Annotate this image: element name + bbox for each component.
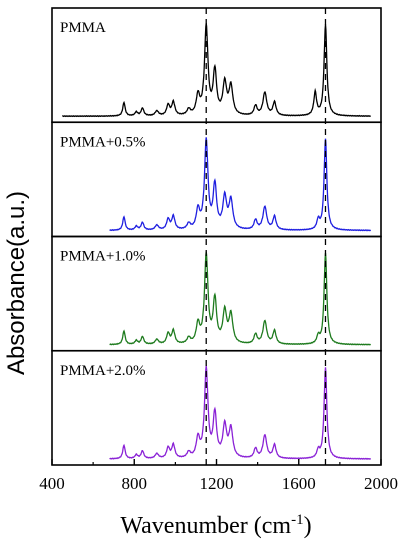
series-label-4: PMMA+2.0%: [60, 363, 146, 379]
x-axis-title-main: Wavenumber (cm: [120, 513, 291, 539]
series-line-4: [109, 365, 372, 460]
x-tick-label-1200: 1200: [200, 474, 234, 493]
x-tick-label-400: 400: [39, 474, 65, 493]
series-label-2: PMMA+0.5%: [60, 134, 146, 150]
panels: PMMA PMMA+0.5% PMMA+1.0% PMMA+2.0%: [51, 7, 382, 466]
x-tick-label-800: 800: [122, 474, 148, 493]
panel-3: PMMA+1.0%: [51, 235, 382, 352]
x-tick-label-1600: 1600: [282, 474, 316, 493]
x-axis-title: Wavenumber (cm-1): [120, 512, 311, 539]
panel-1: PMMA: [51, 7, 382, 124]
x-axis-title-sup: -1: [291, 512, 304, 528]
series-label-3: PMMA+1.0%: [60, 249, 146, 265]
panel-4: PMMA+2.0%: [51, 349, 382, 466]
series-line-2: [109, 137, 372, 232]
y-axis-title: Absorbance(a.u.): [3, 191, 30, 375]
series-label-1: PMMA: [60, 20, 106, 36]
series-line-3: [109, 251, 371, 346]
x-axis-title-end: ): [304, 513, 312, 539]
series-line-1: [62, 23, 371, 118]
x-tick-label-2000: 2000: [364, 474, 398, 493]
x-axis-ticks: 400 800 1200 1600 2000: [39, 459, 398, 493]
panel-2: PMMA+0.5%: [51, 121, 382, 238]
